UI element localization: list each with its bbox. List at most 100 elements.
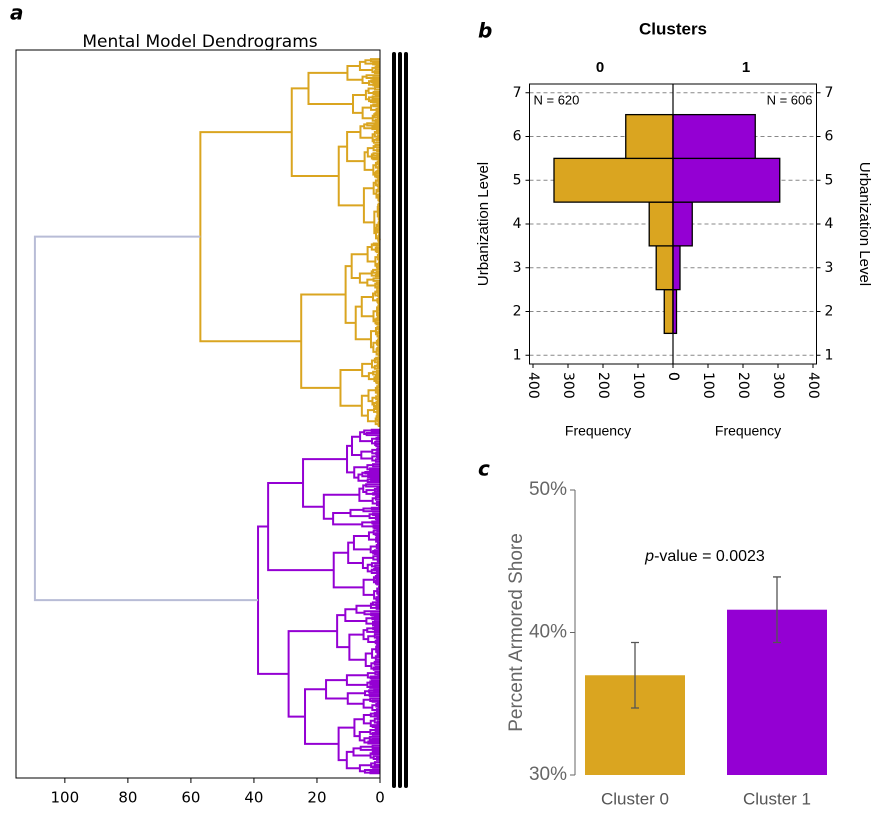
branch xyxy=(375,188,379,199)
branch xyxy=(372,549,375,555)
branch xyxy=(373,711,380,716)
branch xyxy=(371,95,380,100)
branch xyxy=(367,740,380,745)
branch xyxy=(371,724,380,728)
y-tick-label: 5 xyxy=(513,172,522,188)
bar xyxy=(553,157,674,203)
branch xyxy=(372,748,380,752)
y-tick-label: 4 xyxy=(825,216,834,232)
plot-frame xyxy=(529,83,817,365)
branch xyxy=(372,242,380,247)
branch xyxy=(372,90,380,96)
branch xyxy=(376,153,380,158)
branch xyxy=(373,590,378,600)
branch xyxy=(376,397,380,402)
x-tick-label: 400 xyxy=(805,372,821,399)
cluster-link xyxy=(300,293,346,389)
branch xyxy=(374,256,378,267)
branch xyxy=(370,568,377,574)
branch xyxy=(376,574,380,578)
branch xyxy=(375,596,379,602)
branch xyxy=(373,761,380,766)
branch xyxy=(377,261,380,267)
branch xyxy=(371,455,378,462)
branch xyxy=(373,123,380,128)
x-tick-label: 60 xyxy=(181,789,200,807)
branch xyxy=(365,489,375,495)
x-tick-label: 20 xyxy=(307,789,326,807)
branch xyxy=(374,171,377,178)
bar xyxy=(625,113,674,160)
branch xyxy=(375,603,380,607)
branch xyxy=(371,616,380,621)
branch xyxy=(372,83,380,87)
branch xyxy=(375,281,380,286)
leaf-label-column xyxy=(404,52,408,788)
branch xyxy=(372,277,380,282)
branch xyxy=(374,655,380,661)
branch xyxy=(369,58,380,63)
branch xyxy=(322,493,360,520)
branch xyxy=(347,541,363,564)
branch xyxy=(364,471,380,475)
branch xyxy=(365,617,373,625)
branch xyxy=(302,458,348,508)
branch xyxy=(370,662,375,670)
branch xyxy=(346,692,365,705)
branch xyxy=(349,508,370,518)
x-tick-label: 0 xyxy=(665,372,681,381)
branch xyxy=(366,478,380,483)
branch xyxy=(337,145,364,207)
branch xyxy=(377,338,380,342)
branch xyxy=(375,442,380,448)
branch xyxy=(373,568,380,572)
branch xyxy=(355,604,371,614)
branch xyxy=(367,96,373,103)
y-tick-label: 50% xyxy=(529,479,567,500)
branch xyxy=(367,474,380,479)
branch xyxy=(375,702,379,708)
branch xyxy=(375,262,379,269)
chart-title: Mental Model Dendrograms xyxy=(82,32,317,52)
branch xyxy=(375,321,380,326)
branch xyxy=(374,665,380,670)
branch xyxy=(371,520,380,525)
branch xyxy=(372,152,380,157)
branch xyxy=(374,92,380,96)
branch xyxy=(368,80,374,86)
branch xyxy=(358,487,373,502)
branch xyxy=(370,506,380,511)
branch xyxy=(339,369,363,407)
branch xyxy=(371,396,377,406)
y-tick-label: 30% xyxy=(529,764,567,785)
branch xyxy=(366,672,376,679)
branch xyxy=(373,717,378,724)
y-tick-label: 7 xyxy=(513,85,522,101)
branch xyxy=(371,744,380,749)
branch xyxy=(373,130,379,138)
branch xyxy=(352,747,371,757)
branch xyxy=(366,464,374,471)
branch xyxy=(332,511,363,526)
branch xyxy=(372,765,380,769)
branch xyxy=(371,448,378,455)
branch xyxy=(369,770,380,775)
branch xyxy=(363,123,373,130)
branch xyxy=(377,212,380,221)
branch xyxy=(374,226,379,240)
branch xyxy=(363,690,370,697)
y-tick-label: 7 xyxy=(825,85,834,101)
branch xyxy=(373,364,380,370)
panel-label: a xyxy=(10,1,24,25)
y-axis-label: Urbanization Level xyxy=(475,162,492,286)
branch xyxy=(376,539,380,544)
x-tick-label: 100 xyxy=(630,372,646,399)
branch xyxy=(375,605,380,610)
branch xyxy=(361,75,370,84)
x-axis-label: Frequency xyxy=(715,423,781,439)
leaf-labels xyxy=(392,52,408,788)
y-tick-label: 1 xyxy=(513,347,522,363)
branch xyxy=(375,451,380,456)
branch xyxy=(374,375,380,379)
branch xyxy=(370,243,376,251)
